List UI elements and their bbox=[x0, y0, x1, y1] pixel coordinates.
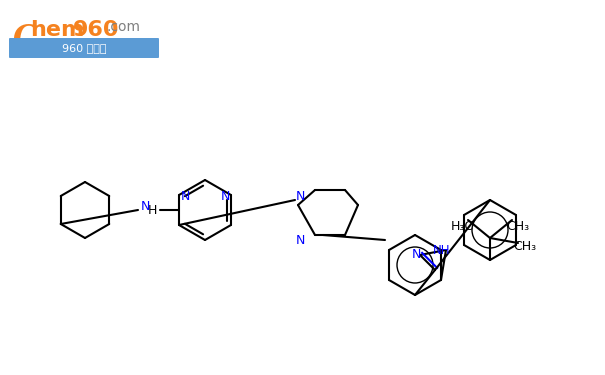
Text: N: N bbox=[140, 200, 149, 213]
Text: N: N bbox=[180, 190, 190, 204]
Text: N: N bbox=[295, 234, 305, 246]
FancyBboxPatch shape bbox=[6, 3, 165, 57]
Text: NH: NH bbox=[433, 243, 451, 256]
Text: N: N bbox=[220, 190, 230, 204]
FancyBboxPatch shape bbox=[9, 38, 159, 58]
Text: C: C bbox=[13, 23, 38, 54]
Text: hem: hem bbox=[30, 20, 84, 40]
Text: CH₃: CH₃ bbox=[506, 219, 529, 232]
Text: .com: .com bbox=[106, 20, 140, 34]
Text: N: N bbox=[411, 249, 420, 261]
Text: 960 化工网: 960 化工网 bbox=[62, 43, 106, 53]
Text: H₃C: H₃C bbox=[451, 219, 474, 232]
Text: H: H bbox=[147, 204, 157, 216]
Text: 960: 960 bbox=[73, 20, 120, 40]
Text: N: N bbox=[295, 189, 305, 202]
Text: CH₃: CH₃ bbox=[514, 240, 537, 252]
